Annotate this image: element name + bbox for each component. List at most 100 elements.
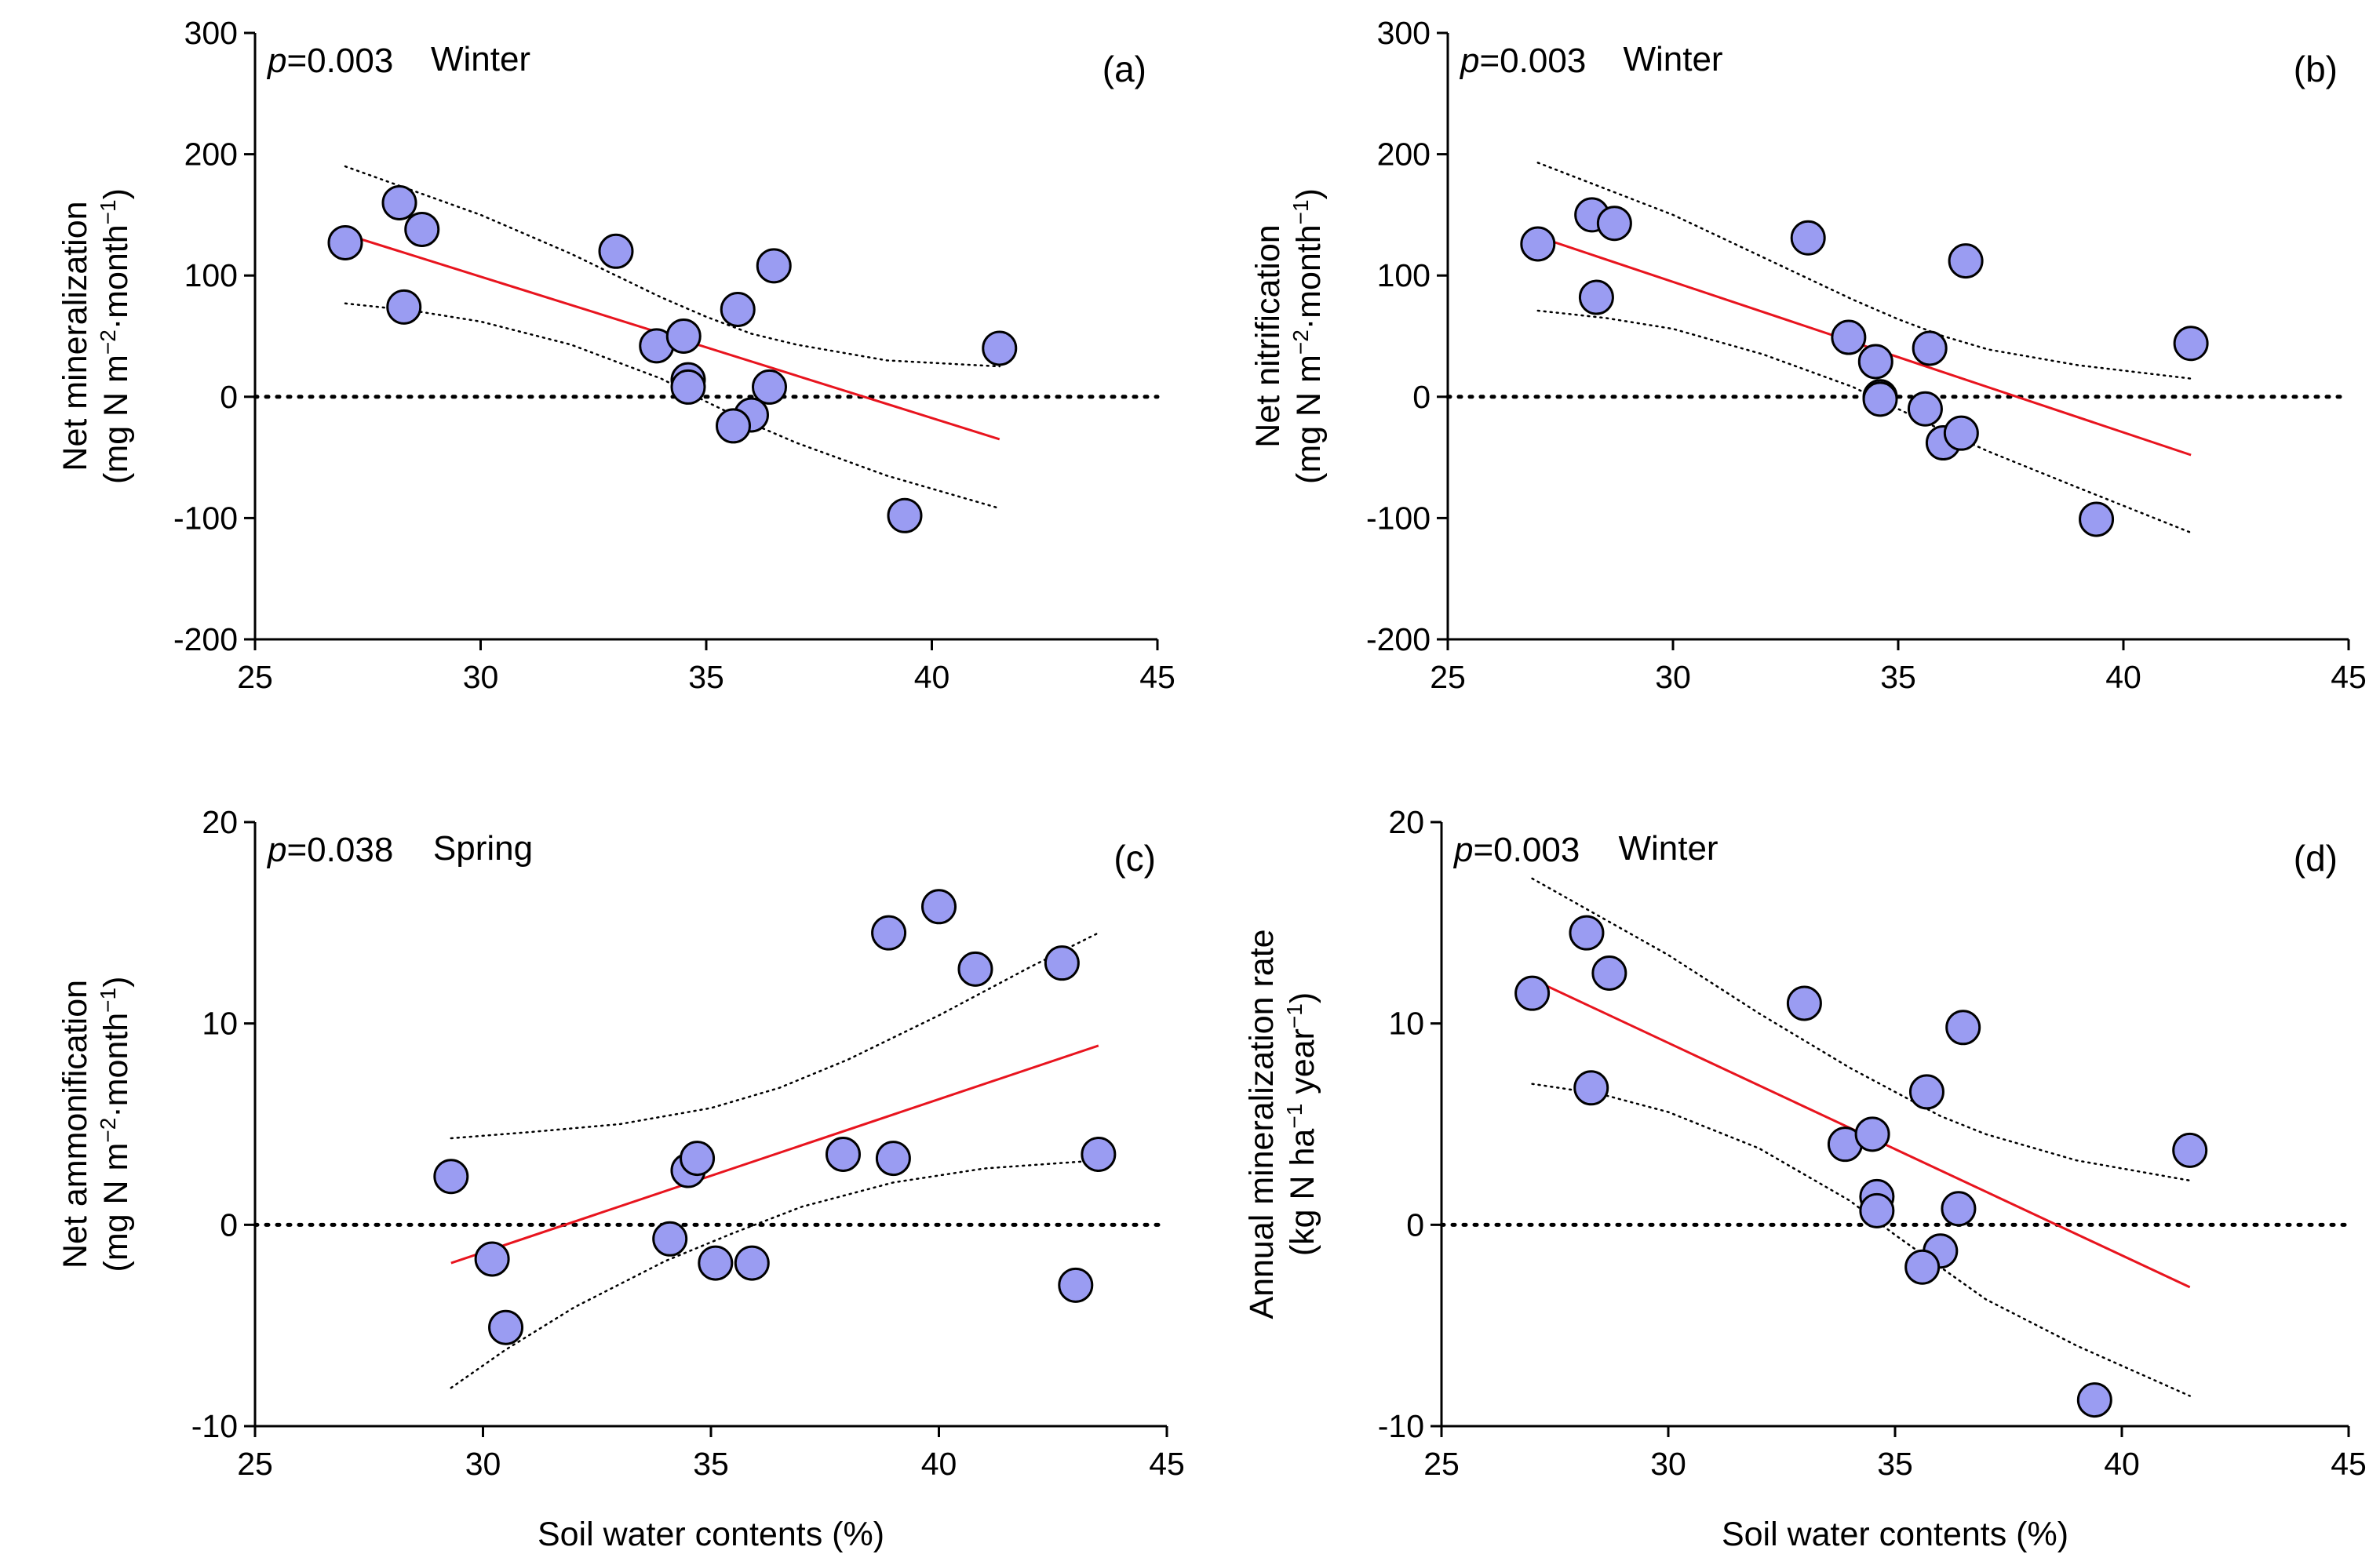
data-point <box>381 184 417 220</box>
y-axis-ticks: -10 0 10 20 <box>1378 804 1441 1444</box>
y-tick-label: 10 <box>202 1006 238 1042</box>
data-point <box>1520 226 1556 262</box>
y-tick-label: 10 <box>1388 1006 1424 1042</box>
x-axis-ticks: 25 30 35 40 45 <box>237 639 1175 695</box>
season-label: Winter <box>431 40 530 78</box>
y-tick-label: -10 <box>1378 1408 1424 1444</box>
scatter-points <box>1520 197 2209 537</box>
ylabel-sup-2: −1 <box>96 988 120 1013</box>
y-tick-label: 0 <box>220 379 238 415</box>
data-point <box>652 1221 688 1257</box>
ci-upper-line <box>1531 877 2191 1182</box>
panel-letter: (b) <box>2294 49 2338 89</box>
data-point <box>1596 206 1632 242</box>
p-value-label: p=0.038 <box>266 831 393 869</box>
y-tick-label: 0 <box>1406 1207 1424 1243</box>
y-tick-label: -100 <box>1366 500 1431 536</box>
x-axis-ticks: 25 30 35 40 45 <box>1423 1426 2367 1482</box>
x-tick-label: 35 <box>688 659 724 695</box>
ylabel-sup-2: −1 <box>96 199 120 224</box>
panel-d: -10 0 10 20 25 30 35 40 45 p=0.003 Winter (d) A… <box>1243 804 2367 1553</box>
x-tick-label: 40 <box>2104 1446 2140 1482</box>
x-tick-label: 25 <box>237 659 273 695</box>
x-tick-label: 40 <box>914 659 950 695</box>
ylabel-sup-1: −2 <box>1288 329 1313 355</box>
data-point <box>1941 1191 1977 1227</box>
ylabel-sup-1: −1 <box>1282 1104 1307 1129</box>
data-point <box>1907 391 1943 427</box>
regression-line <box>450 1044 1099 1265</box>
x-tick-label: 40 <box>2105 659 2141 695</box>
x-tick-label: 25 <box>237 1446 273 1482</box>
y-tick-label: 20 <box>202 804 238 840</box>
ylabel-unit-a: (mg N m <box>97 355 135 484</box>
x-tick-label: 35 <box>1877 1446 1913 1482</box>
data-point <box>871 915 907 951</box>
y-tick-label: 100 <box>1377 257 1431 293</box>
x-tick-label: 30 <box>463 659 499 695</box>
ylabel-unit-b: ·month <box>97 224 135 329</box>
data-point <box>1081 1137 1117 1172</box>
ci-upper-line <box>1536 162 2192 380</box>
y-tick-label: 0 <box>220 1207 238 1243</box>
y-tick-label: -10 <box>191 1408 238 1444</box>
y-axis-title-line2: (mg N m−2·month−1) <box>1288 188 1328 484</box>
ylabel-unit-c: ) <box>1290 188 1328 199</box>
data-point <box>386 289 422 325</box>
season-label: Winter <box>1623 40 1722 78</box>
scatter-points <box>433 889 1117 1345</box>
y-axis-title-line2: (mg N m−2·month−1) <box>96 188 136 484</box>
data-point <box>1948 243 1984 279</box>
season-label: Winter <box>1618 829 1718 868</box>
data-point <box>1912 330 1948 366</box>
y-axis-ticks: -200 -100 0 100 200 300 <box>1366 15 1448 657</box>
data-point <box>1044 945 1080 981</box>
ylabel-unit-a: (mg N m <box>97 1143 135 1272</box>
y-tick-label: 200 <box>1377 136 1431 173</box>
ci-lower-line <box>450 1159 1100 1389</box>
y-axis-ticks: -200 -100 0 100 200 300 <box>173 15 255 657</box>
data-point <box>957 951 993 987</box>
ci-upper-line <box>450 931 1100 1140</box>
data-point <box>1514 975 1551 1011</box>
ylabel-unit-c: ) <box>1284 992 1321 1003</box>
data-point <box>2173 326 2209 362</box>
ylabel-sup-2: −1 <box>1288 199 1313 224</box>
y-tick-label: 100 <box>184 257 238 293</box>
data-point <box>680 1141 716 1177</box>
panel-b: -200 -100 0 100 200 300 25 30 35 40 45 p=0.003 Wi… <box>1249 15 2367 695</box>
data-point <box>1943 415 1979 451</box>
data-point <box>488 1309 524 1345</box>
ylabel-unit-b: ·month <box>97 1013 135 1118</box>
data-point <box>1862 381 1898 417</box>
data-point <box>752 369 787 405</box>
data-point <box>825 1137 861 1172</box>
y-tick-label: 300 <box>1377 15 1431 51</box>
data-point <box>1831 319 1867 355</box>
ylabel-sup-1: −2 <box>96 1118 120 1143</box>
axes <box>247 822 1167 1434</box>
x-axis-ticks: 25 30 35 40 45 <box>237 1426 1185 1482</box>
data-point <box>1786 985 1822 1021</box>
data-point <box>1058 1267 1094 1303</box>
p-value-label: p=0.003 <box>1452 831 1580 869</box>
data-point <box>982 330 1018 366</box>
data-point <box>887 497 923 533</box>
ylabel-sup-1: −2 <box>96 329 120 355</box>
regression-line <box>1537 235 2192 457</box>
y-tick-label: 200 <box>184 136 238 173</box>
data-point <box>1904 1249 1941 1285</box>
x-tick-label: 35 <box>693 1446 729 1482</box>
p-value-label: p=0.003 <box>266 42 393 80</box>
data-point <box>1573 1070 1609 1106</box>
panel-letter: (d) <box>2294 838 2338 879</box>
y-axis-title-line1: Net nitrification <box>1249 224 1287 447</box>
data-point <box>720 291 756 327</box>
data-point <box>1578 279 1614 315</box>
panel-c: -10 0 10 20 25 30 35 40 45 p=0.038 Spring (c) N… <box>56 804 1185 1553</box>
x-axis-title: Soil water contents (%) <box>538 1516 884 1553</box>
x-tick-label: 45 <box>1139 659 1175 695</box>
axes <box>1440 33 2349 647</box>
x-tick-label: 40 <box>921 1446 957 1482</box>
data-point <box>2076 1382 2112 1418</box>
